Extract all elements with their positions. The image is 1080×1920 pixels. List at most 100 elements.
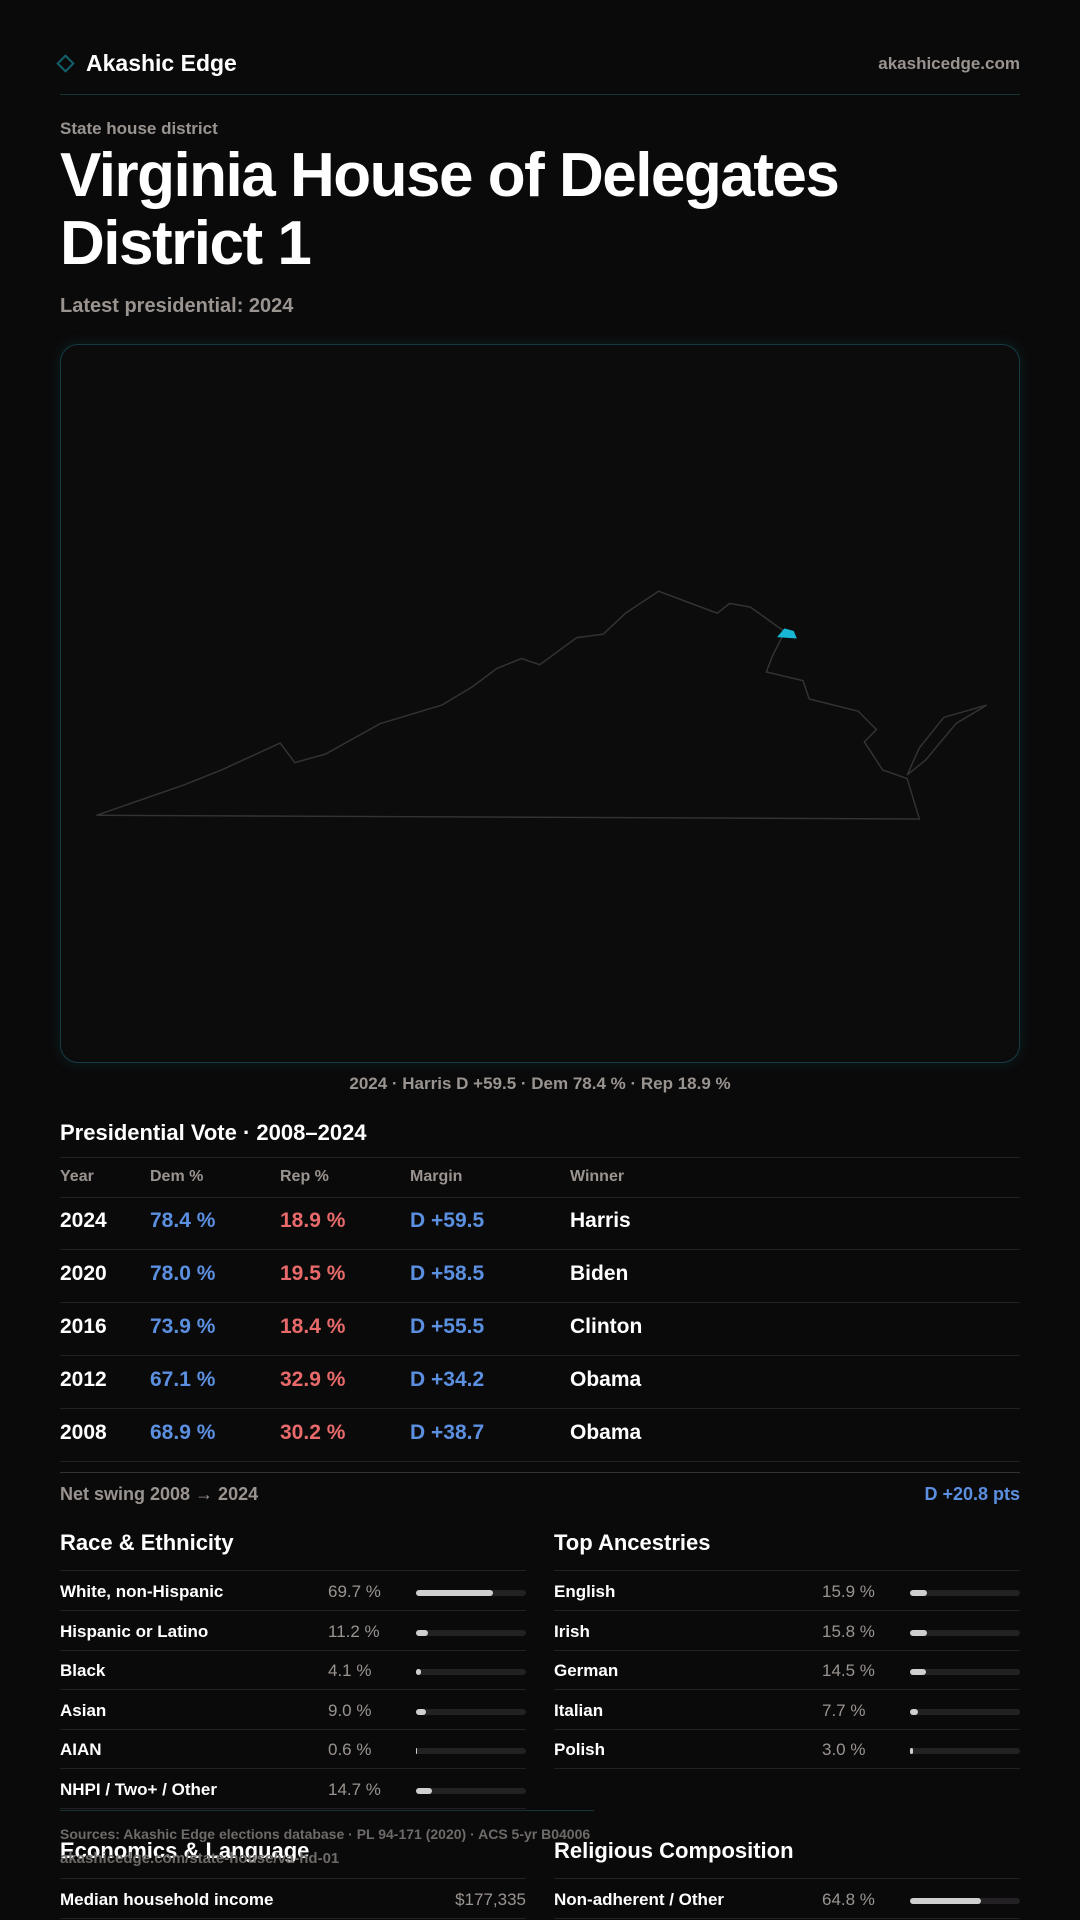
bar-track (416, 1629, 526, 1636)
table-cell: 2024 (60, 1209, 107, 1232)
site-link[interactable]: akashicedge.com (878, 54, 1020, 73)
row-value: 14.5 % (822, 1661, 875, 1681)
divider (554, 1610, 1020, 1611)
divider (60, 1878, 526, 1879)
table-cell: D +55.5 (410, 1315, 485, 1338)
row-value: 64.8 % (822, 1890, 875, 1909)
bar (416, 1629, 429, 1636)
table-cell: D +38.7 (410, 1421, 485, 1444)
row-label: NHPI / Two+ / Other (60, 1780, 217, 1799)
table-cell: Clinton (570, 1315, 643, 1338)
row-value: $177,335 (455, 1890, 526, 1909)
row-value: 3.0 % (822, 1740, 866, 1760)
bar-track (416, 1590, 526, 1596)
table-cell: Obama (570, 1368, 642, 1391)
logo-icon (56, 54, 75, 73)
row-label: Irish (554, 1621, 590, 1641)
bar (910, 1748, 914, 1755)
bar (910, 1898, 982, 1904)
divider (60, 1808, 526, 1809)
table-cell: 2016 (60, 1315, 107, 1338)
bar-track (910, 1590, 1020, 1596)
kicker: State house district (60, 119, 218, 138)
bar-track (416, 1788, 526, 1794)
row-label: English (554, 1582, 616, 1601)
table-cell: 68.9 % (150, 1421, 216, 1444)
divider (60, 1689, 526, 1691)
row-label: Italian (554, 1700, 604, 1720)
row-value: 14.7 % (328, 1780, 381, 1799)
table-cell: D +58.5 (410, 1262, 485, 1285)
table-cell: 78.4 % (150, 1209, 216, 1232)
divider (60, 94, 1020, 95)
bar-track (416, 1748, 526, 1755)
section-title: Presidential Vote · 2008–2024 (60, 1120, 367, 1145)
divider (60, 1768, 526, 1770)
row-value: 9.0 % (328, 1700, 372, 1720)
state-map (96, 590, 988, 820)
row-value: 4.1 % (328, 1661, 372, 1681)
row-label: Asian (60, 1700, 107, 1720)
divider (60, 1249, 1020, 1250)
column-header: Margin (410, 1168, 463, 1185)
bar-track (910, 1629, 1020, 1636)
divider (60, 1810, 594, 1811)
table-cell: 73.9 % (150, 1315, 216, 1338)
page-title: Virginia House of Delegates District 1 (60, 141, 840, 278)
divider (554, 1649, 1020, 1651)
map-panel (60, 344, 1020, 1063)
table-cell: 18.9 % (280, 1209, 346, 1232)
bar (910, 1708, 919, 1715)
district-shape[interactable] (777, 628, 797, 639)
divider (60, 1302, 1020, 1303)
table-cell: 32.9 % (280, 1368, 346, 1391)
divider (60, 1728, 526, 1730)
footer-url[interactable]: akashicedge.com/state-house/va-hd-01 (60, 1850, 340, 1867)
row-value: 7.7 % (822, 1700, 866, 1720)
row-value: 69.7 % (328, 1582, 381, 1601)
divider (60, 1472, 1020, 1473)
bar (910, 1629, 928, 1636)
brand[interactable]: Akashic Edge (86, 50, 237, 76)
table-cell: Obama (570, 1421, 642, 1444)
divider (60, 1918, 526, 1919)
divider (554, 1689, 1020, 1691)
table-cell: D +34.2 (410, 1368, 485, 1391)
row-label: Polish (554, 1740, 606, 1760)
row-label: Median household income (60, 1890, 274, 1909)
row-label: Non-adherent / Other (554, 1890, 725, 1909)
sources: Sources: Akashic Edge elections database… (60, 1826, 591, 1842)
divider (60, 1461, 1020, 1462)
row-value: 15.9 % (822, 1582, 875, 1601)
table-cell: 78.0 % (150, 1262, 216, 1285)
divider (60, 1408, 1020, 1409)
net-swing-value: D +20.8 pts (924, 1484, 1020, 1504)
divider (554, 1728, 1020, 1730)
bar-track (416, 1708, 526, 1715)
bar-track (910, 1748, 1020, 1755)
bar-track (910, 1708, 1020, 1715)
row-value: 0.6 % (328, 1740, 372, 1760)
table-cell: 2008 (60, 1421, 107, 1444)
row-label: White, non-Hispanic (60, 1582, 224, 1601)
table-cell: D +59.5 (410, 1209, 485, 1232)
bar (416, 1788, 433, 1794)
table-cell: 2020 (60, 1262, 107, 1285)
row-label: Hispanic or Latino (60, 1621, 209, 1641)
divider (554, 1570, 1020, 1571)
column-header: Year (60, 1168, 94, 1185)
bar (416, 1748, 417, 1755)
bar (416, 1669, 421, 1676)
row-label: German (554, 1661, 619, 1681)
divider (554, 1878, 1020, 1879)
row-label: AIAN (60, 1740, 102, 1760)
table-cell: Harris (570, 1209, 631, 1232)
section-title: Religious Composition (554, 1838, 794, 1863)
column-header: Winner (570, 1168, 625, 1185)
table-cell: 67.1 % (150, 1368, 216, 1391)
divider (60, 1610, 526, 1611)
eastern-shore (906, 704, 988, 776)
table-cell: 2012 (60, 1368, 107, 1391)
bar (416, 1708, 426, 1715)
